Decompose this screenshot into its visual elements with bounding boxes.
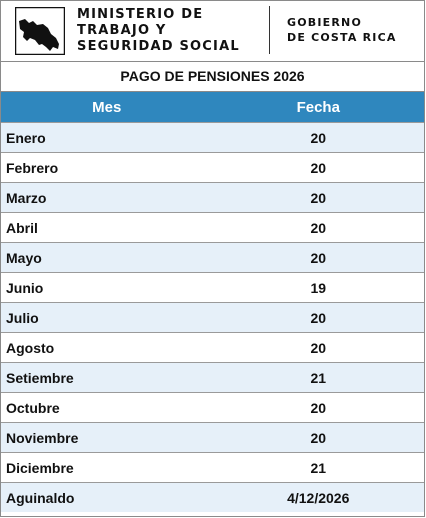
table-row: Enero 20 <box>1 122 424 153</box>
date-cell: 20 <box>212 152 424 183</box>
table-row: Junio 19 <box>1 272 424 303</box>
date-cell: 19 <box>212 272 424 303</box>
table-row: Noviembre 20 <box>1 422 424 453</box>
date-cell: 20 <box>212 212 424 243</box>
table-row: Mayo 20 <box>1 242 424 273</box>
date-cell: 20 <box>212 392 424 423</box>
month-cell: Julio <box>1 302 213 333</box>
date-cell: 20 <box>212 422 424 453</box>
table-row: Julio 20 <box>1 302 424 333</box>
date-cell: 20 <box>212 182 424 213</box>
costa-rica-map-logo-icon <box>15 7 65 55</box>
table-row: Octubre 20 <box>1 392 424 423</box>
government-line: DE COSTA RICA <box>287 31 397 44</box>
header-divider <box>269 6 270 54</box>
ministry-line: MINISTERIO DE <box>77 7 204 22</box>
ministry-line: TRABAJO Y <box>77 23 167 38</box>
ministry-line: SEGURIDAD SOCIAL <box>77 39 240 54</box>
date-cell: 4/12/2026 <box>212 482 424 512</box>
pension-schedule-table: Mes Fecha Enero 20 Febrero 20 Marzo 20 Abril 20… <box>1 92 424 512</box>
date-cell: 20 <box>212 332 424 363</box>
month-cell: Enero <box>1 122 213 153</box>
date-cell: 21 <box>212 452 424 483</box>
page-title: PAGO DE PENSIONES 2026 <box>1 62 424 92</box>
month-cell: Marzo <box>1 182 213 213</box>
government-line: GOBIERNO <box>287 16 362 29</box>
month-cell: Junio <box>1 272 213 303</box>
table-row: Diciembre 21 <box>1 452 424 483</box>
table-row: Setiembre 21 <box>1 362 424 393</box>
table-row: Marzo 20 <box>1 182 424 213</box>
month-cell: Diciembre <box>1 452 213 483</box>
month-cell: Noviembre <box>1 422 213 453</box>
date-cell: 21 <box>212 362 424 393</box>
month-cell: Abril <box>1 212 213 243</box>
government-name: GOBIERNO DE COSTA RICA <box>287 15 417 45</box>
column-header-mes: Mes <box>1 92 213 123</box>
page-header: MINISTERIO DE TRABAJO Y SEGURIDAD SOCIAL… <box>1 1 424 62</box>
month-cell: Mayo <box>1 242 213 273</box>
table-row: Agosto 20 <box>1 332 424 363</box>
month-cell: Aguinaldo <box>1 482 213 512</box>
table-row: Abril 20 <box>1 212 424 243</box>
date-cell: 20 <box>212 242 424 273</box>
ministry-name: MINISTERIO DE TRABAJO Y SEGURIDAD SOCIAL <box>77 7 267 55</box>
month-cell: Octubre <box>1 392 213 423</box>
month-cell: Agosto <box>1 332 213 363</box>
month-cell: Setiembre <box>1 362 213 393</box>
table-row: Febrero 20 <box>1 152 424 183</box>
date-cell: 20 <box>212 122 424 153</box>
column-header-fecha: Fecha <box>212 92 424 123</box>
date-cell: 20 <box>212 302 424 333</box>
table-row: Aguinaldo 4/12/2026 <box>1 482 424 512</box>
table-header-row: Mes Fecha <box>1 92 424 123</box>
month-cell: Febrero <box>1 152 213 183</box>
